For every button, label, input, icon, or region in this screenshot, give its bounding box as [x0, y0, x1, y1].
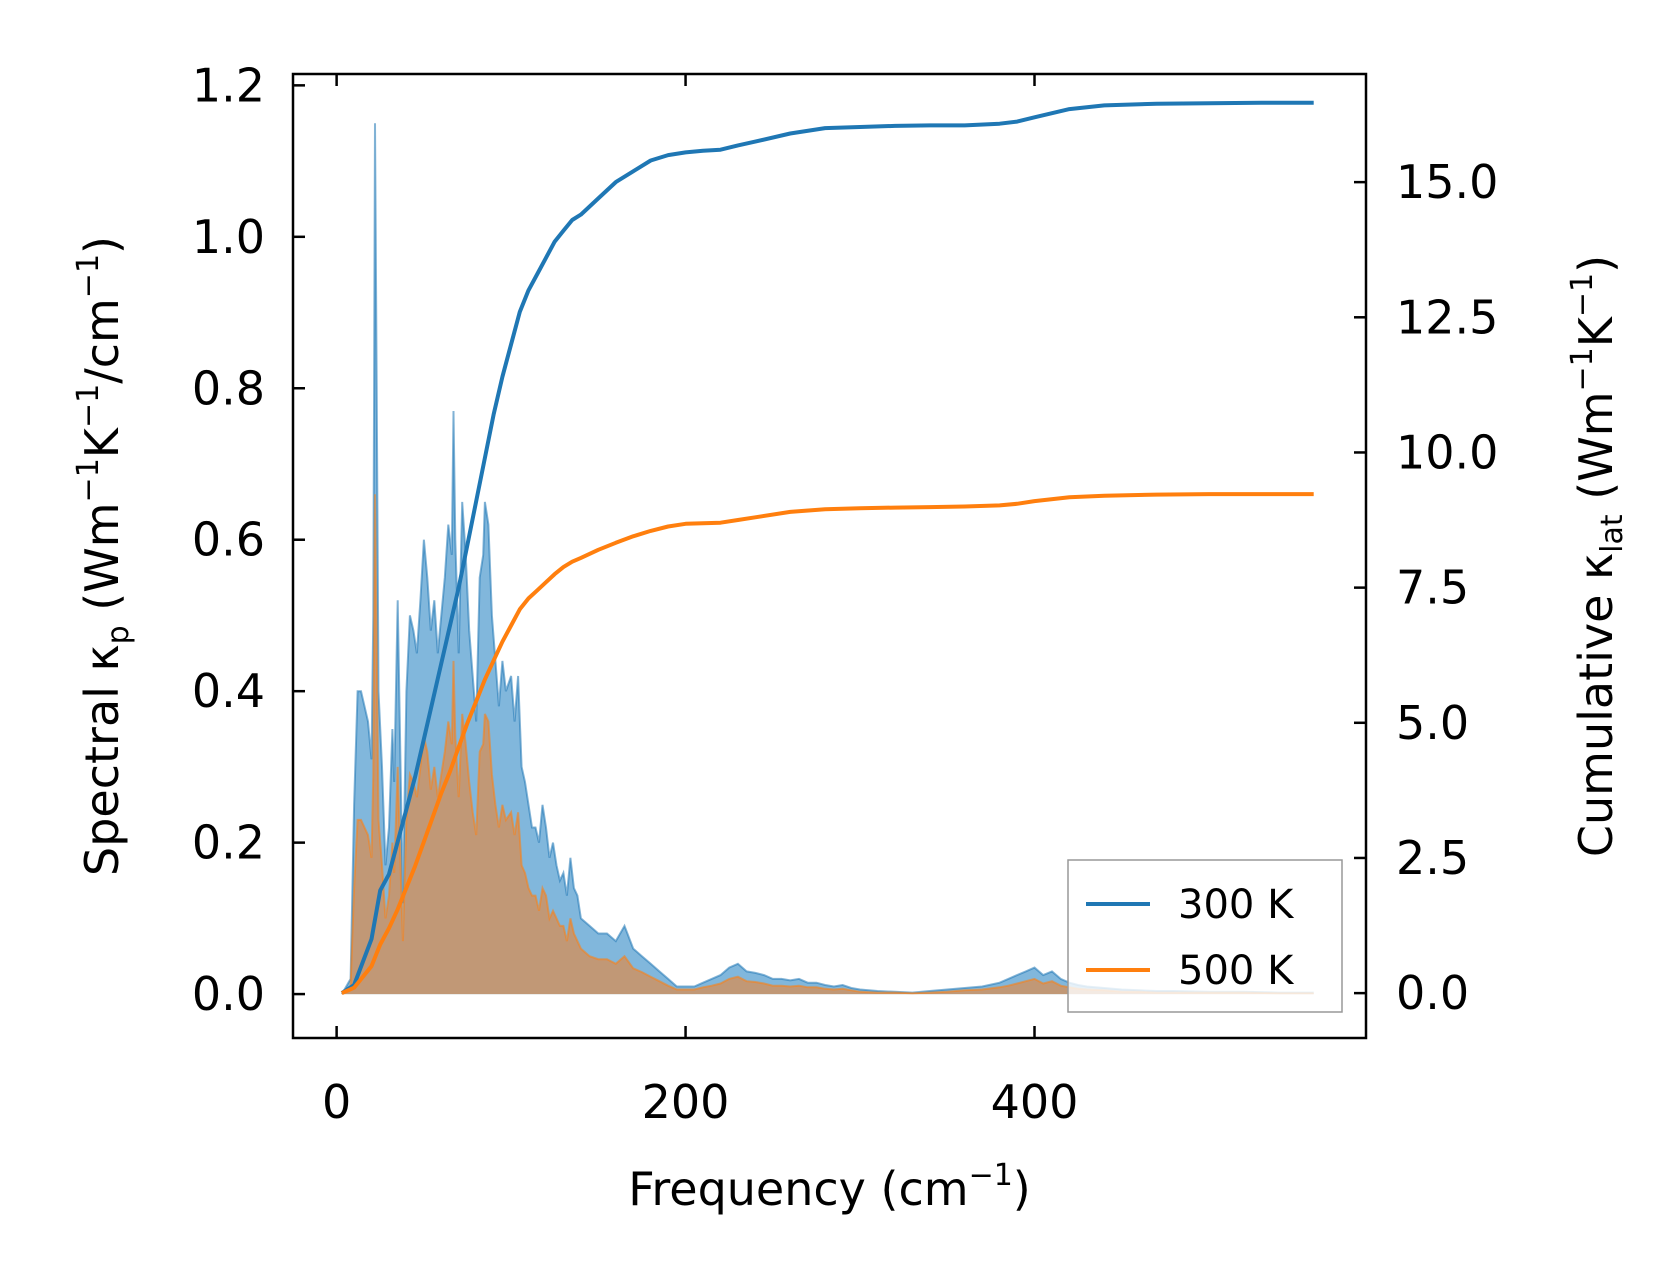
- y-right-tick-label-6: 15.0: [1396, 155, 1498, 209]
- y-right-tick-label-5: 12.5: [1396, 290, 1498, 344]
- axis-ticks: 0 200 400 0.0 0.2 0.4 0.6 0.8 1.0 1.2 0.0 2.5 5.0 7.5…: [192, 58, 1499, 1129]
- y-right-tick-label-1: 2.5: [1396, 831, 1469, 885]
- x-tick-label-2: 400: [991, 1075, 1079, 1129]
- spectral-edge-1: [341, 494, 1314, 995]
- y-right-tick-label-0: 0.0: [1396, 966, 1469, 1020]
- plot-area: [340, 100, 1314, 995]
- y-left-tick-label-0: 0.0: [192, 967, 265, 1021]
- legend-box: [1067, 859, 1343, 1013]
- spectral-edge-0: [341, 123, 1314, 995]
- y-axis-left-title: Spectral κp (Wm−1K−1/cm−1): [71, 236, 136, 876]
- x-tick-label-0: 0: [322, 1075, 351, 1129]
- y-left-tick-label-4: 0.8: [192, 361, 265, 415]
- y-left-tick-label-3: 0.6: [192, 513, 265, 567]
- legend-label-500k: 500 K: [1178, 948, 1295, 994]
- x-axis-title: Frequency (cm−1): [628, 1158, 1031, 1216]
- y-right-tick-label-2: 5.0: [1396, 696, 1469, 750]
- legend: 300 K 500 K: [1067, 859, 1343, 1013]
- y-right-tick-label-4: 10.0: [1396, 425, 1498, 479]
- y-right-tick-label-3: 7.5: [1396, 561, 1469, 615]
- y-left-tick-label-6: 1.2: [192, 58, 265, 112]
- cumulative-line-1: [341, 492, 1314, 995]
- plot-frame: [291, 72, 1368, 1040]
- y-left-tick-label-5: 1.0: [192, 210, 265, 264]
- legend-label-300k: 300 K: [1178, 882, 1295, 928]
- y-left-tick-label-2: 0.4: [192, 664, 265, 718]
- y-left-tick-label-1: 0.2: [192, 816, 265, 870]
- cumulative-line-0: [340, 100, 1314, 995]
- x-tick-label-1: 200: [642, 1075, 730, 1129]
- y-axis-right-title: Cumulative κlat (Wm−1K−1): [1565, 255, 1630, 857]
- spectral-area-1: [341, 494, 1314, 995]
